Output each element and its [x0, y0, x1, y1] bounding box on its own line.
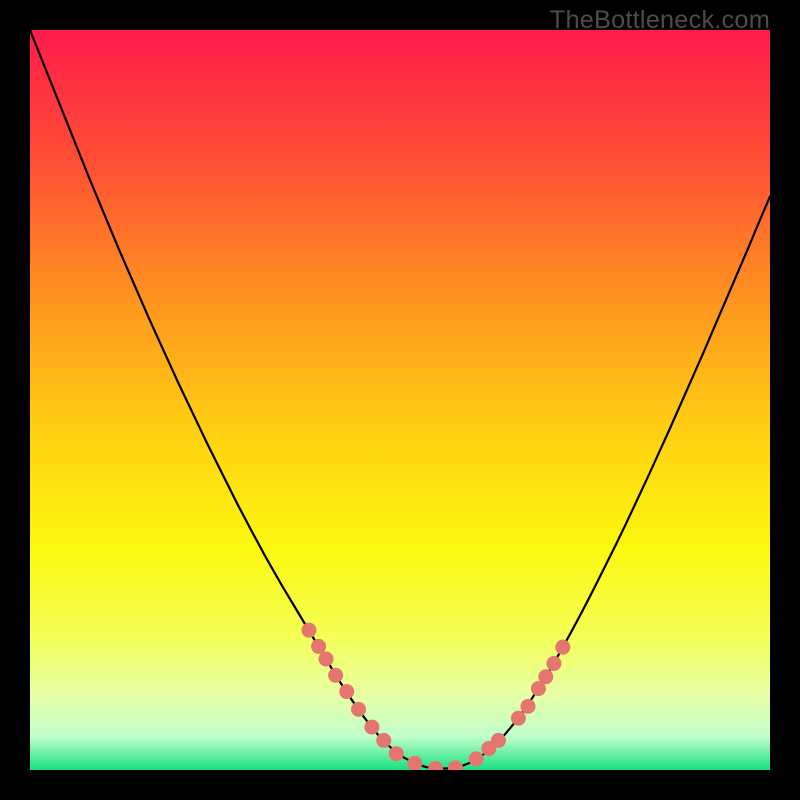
plot-area	[30, 30, 770, 770]
data-dot	[376, 733, 391, 748]
data-dot	[491, 733, 506, 748]
data-dot	[521, 699, 536, 714]
data-dot	[311, 639, 326, 654]
gradient-background	[30, 30, 770, 770]
chart-frame: TheBottleneck.com	[0, 0, 800, 800]
data-dot	[301, 623, 316, 638]
data-dot	[555, 640, 570, 655]
data-dot	[469, 751, 484, 766]
watermark-text: TheBottleneck.com	[550, 6, 770, 35]
data-dot	[339, 684, 354, 699]
data-dot	[351, 702, 366, 717]
data-dot	[328, 668, 343, 683]
data-dot	[538, 669, 553, 684]
data-dot	[546, 656, 561, 671]
chart-svg	[30, 30, 770, 770]
data-dot	[319, 652, 334, 667]
data-dot	[364, 720, 379, 735]
data-dot	[511, 711, 526, 726]
data-dot	[389, 746, 404, 761]
